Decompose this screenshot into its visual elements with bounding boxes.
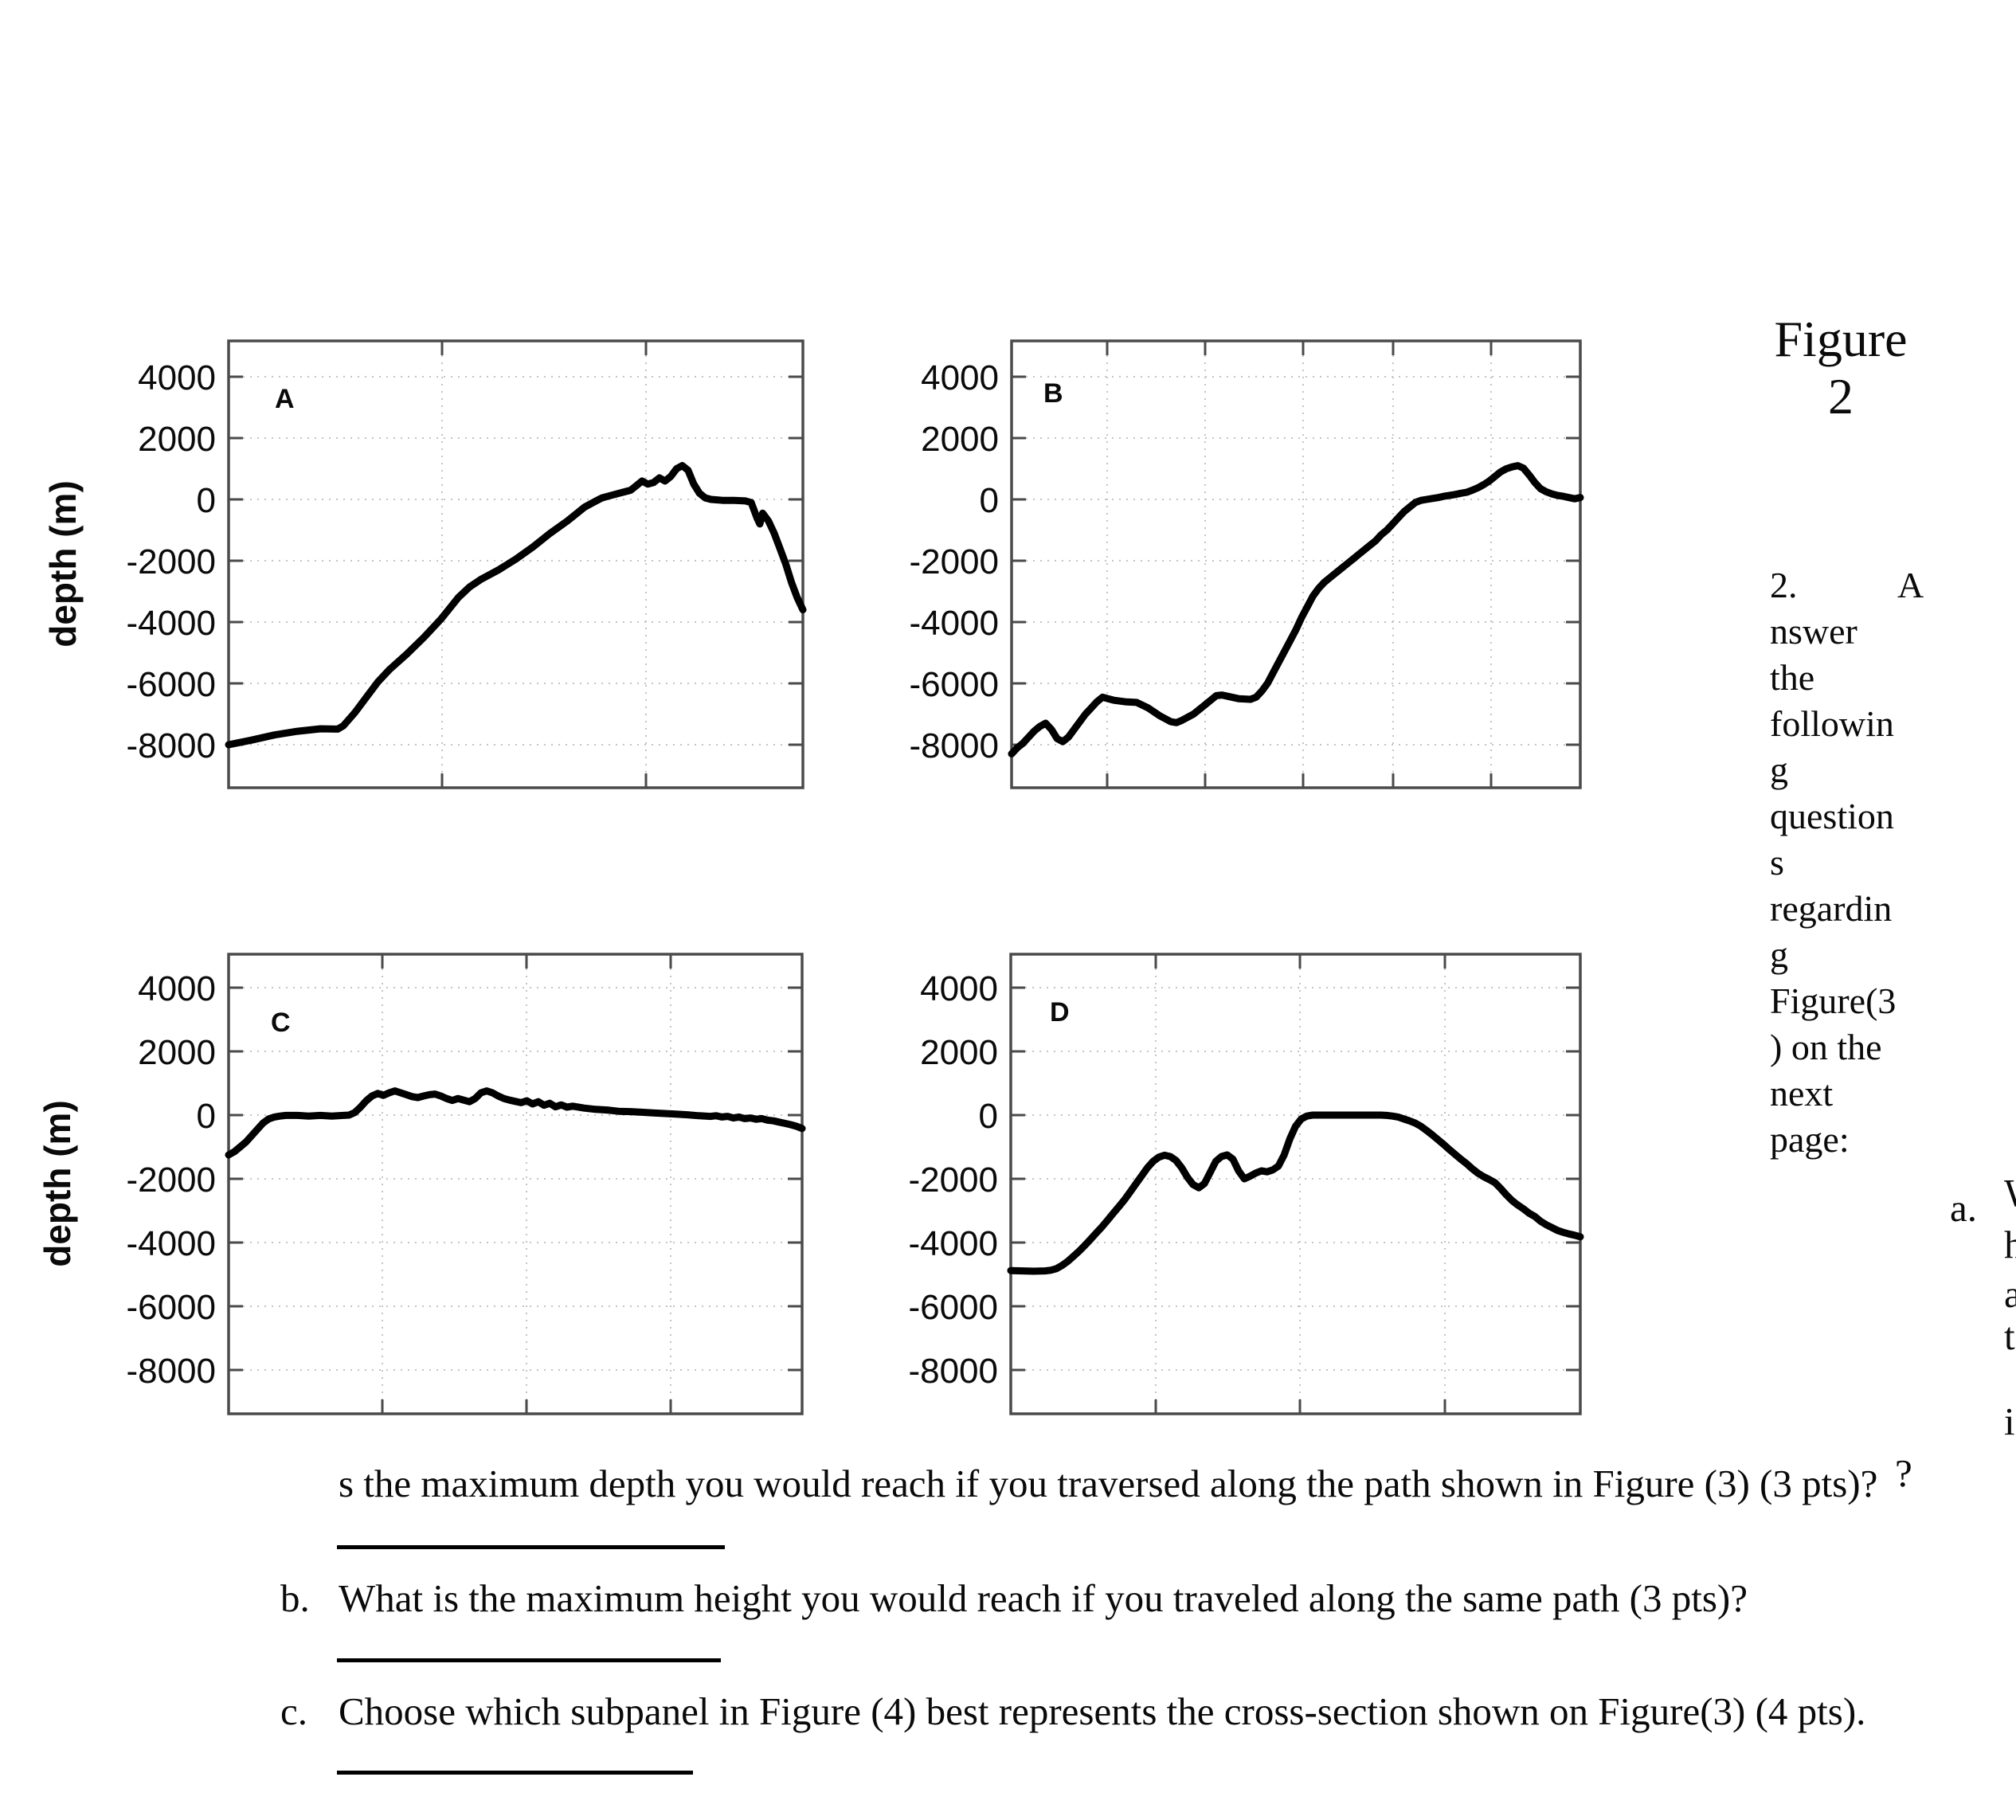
y-tick-label: -4000 bbox=[126, 1224, 216, 1263]
depth-profile-curve-c bbox=[225, 1087, 806, 1159]
question-b: b. What is the maximum height you would r… bbox=[280, 1575, 1748, 1622]
y-tick-label: -6000 bbox=[909, 665, 999, 704]
y-tick-label: 4000 bbox=[138, 358, 216, 397]
clipped-letter: t bbox=[2004, 1314, 2015, 1358]
panel-letter-d: D bbox=[1050, 997, 1070, 1027]
clipped-letter: h bbox=[2004, 1223, 2016, 1266]
y-tick-label: 0 bbox=[980, 481, 999, 520]
y-tick-label: 2000 bbox=[138, 420, 216, 459]
answer-blank-b bbox=[337, 1658, 721, 1662]
y-tick-label: -8000 bbox=[126, 726, 216, 765]
chart-panel-b: 4000 2000 0 -2000 -4000 -6000 -8000 B bbox=[909, 339, 1584, 789]
y-tick-label: 4000 bbox=[138, 969, 216, 1008]
y-tick-label: -8000 bbox=[126, 1352, 216, 1391]
wrapped-line: Figure(3 bbox=[1770, 980, 1897, 1021]
y-axis-label: depth (m) bbox=[37, 1100, 78, 1267]
y-tick-label: -4000 bbox=[909, 604, 999, 643]
y-tick-label: 0 bbox=[197, 481, 216, 520]
answer-blank-c bbox=[337, 1771, 693, 1775]
y-tick-label: -6000 bbox=[126, 1288, 216, 1327]
y-tick-label: -8000 bbox=[909, 726, 999, 765]
figure-caption: Figure 2 bbox=[1757, 311, 1924, 425]
wrapped-line: nswer bbox=[1770, 611, 1857, 652]
y-tick-label: -8000 bbox=[908, 1352, 998, 1391]
question-2-block: 2. A nswer the followin g question s reg… bbox=[1770, 562, 1993, 1163]
y-tick-label: 4000 bbox=[921, 358, 999, 397]
y-tick-label: -6000 bbox=[908, 1288, 998, 1327]
panel-letter-c: C bbox=[271, 1008, 291, 1038]
wrapped-line: question bbox=[1770, 796, 1894, 836]
y-tick-label: -4000 bbox=[908, 1224, 998, 1263]
y-tick-label: -6000 bbox=[126, 665, 216, 704]
depth-profile-curve-a bbox=[225, 462, 807, 749]
clipped-letter: a bbox=[2004, 1272, 2016, 1316]
wrapped-line: g bbox=[1770, 750, 1788, 790]
wrapped-line: regardin bbox=[1770, 888, 1893, 929]
y-tick-label: 2000 bbox=[138, 1033, 216, 1072]
wrapped-line: g bbox=[1770, 934, 1788, 975]
depth-profile-curve-b bbox=[1008, 462, 1584, 757]
y-tick-label: 0 bbox=[979, 1097, 998, 1136]
wrapped-line: followin bbox=[1770, 703, 1894, 744]
question-a-continuation: s the maximum depth you would reach if y… bbox=[339, 1462, 1878, 1505]
wrapped-line: s bbox=[1770, 842, 1784, 883]
wrapped-line: ) on the bbox=[1770, 1027, 1882, 1067]
y-tick-label: -2000 bbox=[126, 1160, 216, 1200]
answer-blank-a bbox=[337, 1545, 725, 1549]
y-tick-label: -2000 bbox=[908, 1160, 998, 1200]
wrapped-line: page: bbox=[1770, 1119, 1850, 1160]
question-c: c. Choose which subpanel in Figure (4) be… bbox=[280, 1688, 1865, 1736]
clipped-letter: i bbox=[2004, 1399, 2015, 1443]
y-tick-label: 4000 bbox=[920, 969, 998, 1008]
panel-letter-b: B bbox=[1043, 378, 1063, 409]
depth-profile-curve-d bbox=[1007, 1111, 1584, 1275]
question-2-number: 2. bbox=[1770, 565, 1798, 605]
question-b-marker: b. bbox=[280, 1576, 310, 1620]
question-c-text: Choose which subpanel in Figure (4) best… bbox=[339, 1689, 1866, 1733]
figure-caption-word: Figure bbox=[1774, 311, 1908, 367]
question-a-marker: a. bbox=[1950, 1186, 1977, 1230]
wrapped-line: the bbox=[1770, 657, 1815, 698]
y-tick-label: 2000 bbox=[921, 420, 999, 459]
y-axis-label: depth (m) bbox=[42, 480, 84, 648]
chart-panel-d: 4000 2000 0 -2000 -4000 -6000 -8000 D bbox=[908, 953, 1584, 1415]
y-tick-label: -4000 bbox=[126, 604, 216, 643]
question-2-first-line: 2. A bbox=[1770, 562, 1993, 609]
y-tick-label: -2000 bbox=[126, 542, 216, 581]
clipped-letter: W bbox=[2004, 1173, 2016, 1212]
figure-caption-number: 2 bbox=[1828, 368, 1854, 425]
wrapped-line: next bbox=[1770, 1073, 1834, 1114]
question-2-first-letter: A bbox=[1897, 565, 1924, 605]
panel-letter-a: A bbox=[275, 384, 295, 414]
stray-question-mark: ? bbox=[1895, 1451, 1912, 1495]
question-c-marker: c. bbox=[280, 1689, 307, 1733]
question-b-text: What is the maximum height you would rea… bbox=[339, 1576, 1748, 1620]
y-tick-label: -2000 bbox=[909, 542, 999, 581]
y-tick-label: 2000 bbox=[920, 1033, 998, 1072]
y-tick-label: 0 bbox=[197, 1097, 216, 1136]
